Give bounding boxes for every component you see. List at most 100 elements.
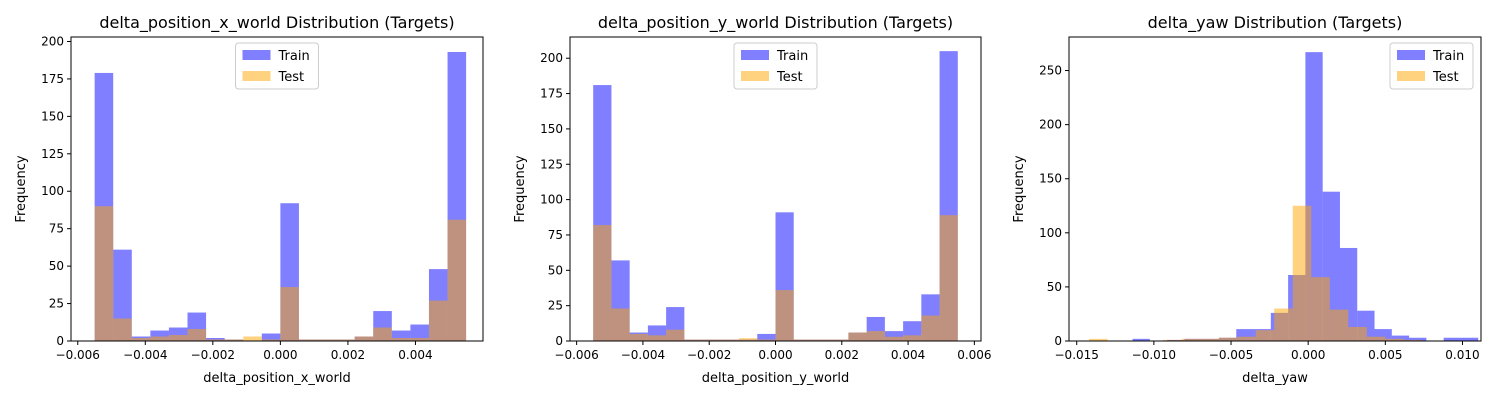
- bar-test: [921, 315, 940, 341]
- bar-test: [1089, 338, 1108, 341]
- x-tick-label: 0.004: [398, 348, 432, 362]
- x-tick-label: 0.006: [957, 348, 991, 362]
- bar-test: [1200, 338, 1219, 341]
- bar-test: [1311, 277, 1330, 341]
- bar-train: [391, 330, 411, 341]
- bar-train: [757, 333, 776, 341]
- bar-test: [720, 339, 740, 341]
- bar-test: [757, 339, 776, 341]
- bar-test: [903, 335, 922, 341]
- legend-label-test: Test: [1432, 70, 1459, 85]
- y-tick-label: 150: [41, 109, 64, 123]
- bar-test: [884, 336, 904, 341]
- legend-swatch-train: [741, 50, 769, 60]
- x-tick-label: 0.000: [758, 348, 792, 362]
- bar-test: [739, 338, 758, 341]
- bar-test: [317, 339, 337, 341]
- bar-test: [629, 333, 648, 341]
- y-tick-label: 125: [540, 157, 563, 171]
- legend: Train Test: [235, 42, 319, 90]
- x-tick-label: 0.002: [825, 348, 859, 362]
- bar-test: [447, 219, 467, 341]
- bar-train: [150, 330, 169, 341]
- bar-test: [811, 339, 831, 341]
- bar-test: [298, 339, 318, 341]
- y-tick-label: 200: [540, 51, 563, 65]
- y-tick-label: 125: [41, 147, 64, 161]
- bar-test: [1348, 326, 1367, 341]
- y-tick-label: 50: [49, 259, 64, 273]
- bar-test: [1237, 336, 1256, 341]
- bar-test: [391, 338, 411, 341]
- legend-label-train: Train: [776, 49, 808, 64]
- chart-title: delta_position_x_world Distribution (Tar…: [99, 13, 454, 33]
- x-tick-label: 0.004: [891, 348, 925, 362]
- x-tick-label: −0.002: [191, 348, 235, 362]
- legend-label-test: Test: [776, 70, 803, 85]
- x-axis-label: delta_position_y_world: [702, 371, 849, 386]
- bar-test: [113, 318, 132, 341]
- x-tick-label: −0.004: [123, 348, 167, 362]
- x-tick-label: −0.006: [554, 348, 598, 362]
- y-tick-label: 75: [49, 222, 64, 236]
- y-axis-label: Frequency: [1012, 155, 1027, 222]
- bar-train: [1460, 337, 1479, 341]
- bar-test: [1366, 336, 1386, 341]
- bar-test: [336, 339, 355, 341]
- legend-swatch-test: [242, 71, 271, 81]
- y-tick-label: 100: [540, 193, 563, 207]
- bar-test: [131, 338, 151, 341]
- bar-train: [1132, 338, 1150, 341]
- x-axis-label: delta_yaw: [1242, 371, 1308, 386]
- bar-test: [939, 215, 958, 341]
- bar-test: [1385, 338, 1404, 341]
- bar-test: [428, 300, 448, 341]
- bar-train: [1374, 329, 1392, 341]
- legend-swatch-test: [741, 71, 769, 81]
- y-tick-label: 100: [41, 184, 64, 198]
- y-tick-label: 75: [548, 228, 563, 242]
- x-tick-label: 0.005: [1368, 348, 1402, 362]
- bar-train: [884, 331, 904, 341]
- bar-train: [1409, 337, 1427, 341]
- bar-test: [1292, 205, 1312, 341]
- bar-test: [1255, 330, 1275, 341]
- y-tick-label: 200: [1039, 118, 1062, 132]
- chart-title: delta_yaw Distribution (Targets): [1148, 13, 1403, 33]
- x-tick-label: −0.015: [1055, 348, 1099, 362]
- y-tick-label: 25: [49, 297, 64, 311]
- bar-train: [1236, 329, 1254, 341]
- plot-frame: [70, 36, 484, 342]
- bar-test: [848, 332, 867, 341]
- series-test: [94, 206, 467, 341]
- legend-swatch-train: [242, 50, 271, 60]
- bar-test: [150, 336, 169, 341]
- bar-test: [1274, 308, 1293, 341]
- bar-test: [702, 339, 721, 341]
- bar-test: [187, 329, 207, 341]
- subplot-delta-position-y: delta_position_y_world Distribution (Tar…: [513, 13, 992, 386]
- bar-test: [1163, 339, 1182, 341]
- y-tick-label: 250: [1039, 64, 1062, 78]
- bar-train: [1391, 335, 1410, 341]
- x-tick-label: 0.000: [1291, 348, 1325, 362]
- y-tick-label: 200: [41, 34, 64, 48]
- bar-test: [261, 339, 281, 341]
- x-tick-label: 0.000: [263, 348, 297, 362]
- bar-train: [113, 249, 132, 341]
- y-tick-label: 100: [1039, 226, 1062, 240]
- series-test: [593, 215, 958, 341]
- subplot-delta-yaw: delta_yaw Distribution (Targets) delta_y…: [1012, 13, 1482, 386]
- bar-train: [410, 324, 429, 341]
- y-axis-label: Frequency: [14, 155, 29, 222]
- legend: Train Test: [1389, 42, 1474, 90]
- bar-test: [243, 336, 262, 341]
- bar-test: [611, 308, 630, 341]
- bar-test: [793, 339, 812, 341]
- x-tick-label: −0.002: [687, 348, 731, 362]
- y-axis-label: Frequency: [513, 155, 528, 222]
- x-tick-label: 0.002: [331, 348, 365, 362]
- bar-test: [666, 329, 685, 341]
- y-tick-label: 175: [41, 72, 64, 86]
